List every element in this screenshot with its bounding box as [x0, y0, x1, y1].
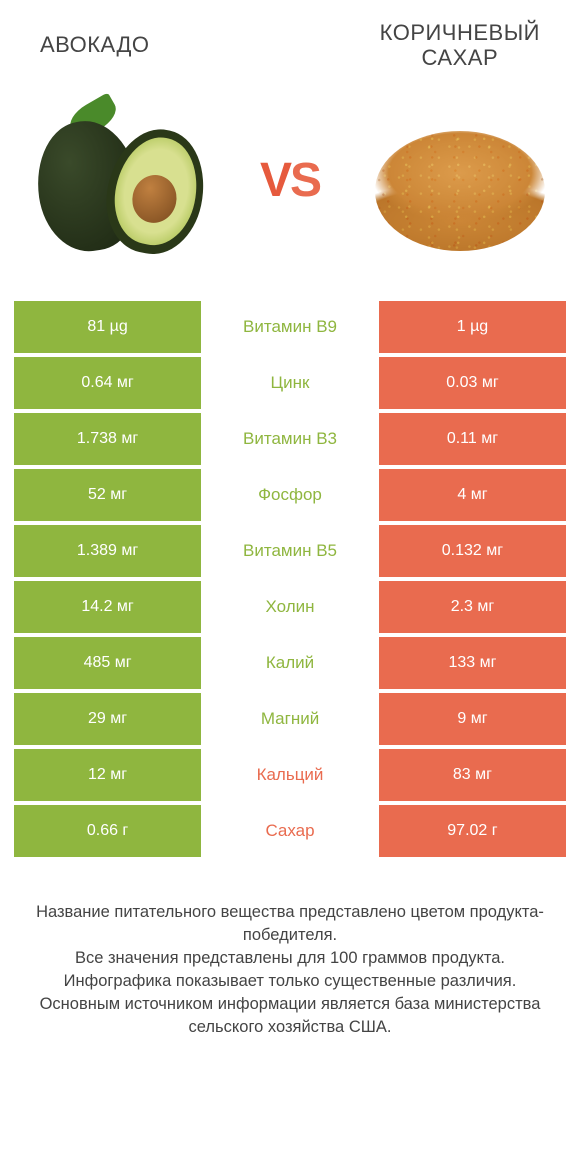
- nutrient-label: Кальций: [201, 749, 379, 801]
- footnote-line: Все значения представлены для 100 граммо…: [28, 947, 552, 970]
- vs-label: VS: [260, 153, 320, 208]
- footnote: Название питательного вещества представл…: [0, 861, 580, 1040]
- nutrient-label: Магний: [201, 693, 379, 745]
- nutrient-label: Холин: [201, 581, 379, 633]
- value-left: 0.64 мг: [14, 357, 201, 409]
- value-left: 1.389 мг: [14, 525, 201, 577]
- brown-sugar-image: [370, 96, 550, 266]
- value-left: 52 мг: [14, 469, 201, 521]
- footnote-line: Название питательного вещества представл…: [28, 901, 552, 947]
- vs-s: S: [290, 154, 320, 207]
- value-left: 485 мг: [14, 637, 201, 689]
- title-right-line2: САХАР: [380, 45, 540, 70]
- table-row: 14.2 мгХолин2.3 мг: [14, 581, 566, 633]
- title-left: АВОКАДО: [40, 32, 149, 58]
- avocado-image: [30, 96, 210, 266]
- nutrient-label: Цинк: [201, 357, 379, 409]
- footnote-line: Основным источником информации является …: [28, 993, 552, 1039]
- table-row: 1.389 мгВитамин B50.132 мг: [14, 525, 566, 577]
- value-right: 0.132 мг: [379, 525, 566, 577]
- nutrient-label: Витамин B3: [201, 413, 379, 465]
- value-left: 29 мг: [14, 693, 201, 745]
- value-right: 133 мг: [379, 637, 566, 689]
- value-right: 0.11 мг: [379, 413, 566, 465]
- images-row: VS: [0, 81, 580, 301]
- value-right: 9 мг: [379, 693, 566, 745]
- title-right: КОРИЧНЕВЫЙ САХАР: [380, 20, 540, 71]
- table-row: 29 мгМагний9 мг: [14, 693, 566, 745]
- table-row: 0.66 гСахар97.02 г: [14, 805, 566, 857]
- value-left: 0.66 г: [14, 805, 201, 857]
- value-left: 12 мг: [14, 749, 201, 801]
- comparison-table: 81 µgВитамин B91 µg0.64 мгЦинк0.03 мг1.7…: [0, 301, 580, 857]
- value-right: 0.03 мг: [379, 357, 566, 409]
- table-row: 1.738 мгВитамин B30.11 мг: [14, 413, 566, 465]
- table-row: 0.64 мгЦинк0.03 мг: [14, 357, 566, 409]
- value-left: 14.2 мг: [14, 581, 201, 633]
- nutrient-label: Фосфор: [201, 469, 379, 521]
- value-right: 83 мг: [379, 749, 566, 801]
- vs-v: V: [260, 154, 290, 207]
- nutrient-label: Витамин B9: [201, 301, 379, 353]
- table-row: 12 мгКальций83 мг: [14, 749, 566, 801]
- nutrient-label: Сахар: [201, 805, 379, 857]
- table-row: 52 мгФосфор4 мг: [14, 469, 566, 521]
- title-right-line1: КОРИЧНЕВЫЙ: [380, 20, 540, 45]
- value-right: 1 µg: [379, 301, 566, 353]
- nutrient-label: Калий: [201, 637, 379, 689]
- table-row: 485 мгКалий133 мг: [14, 637, 566, 689]
- value-right: 97.02 г: [379, 805, 566, 857]
- footnote-line: Инфографика показывает только существенн…: [28, 970, 552, 993]
- nutrient-label: Витамин B5: [201, 525, 379, 577]
- value-right: 4 мг: [379, 469, 566, 521]
- value-left: 81 µg: [14, 301, 201, 353]
- value-right: 2.3 мг: [379, 581, 566, 633]
- value-left: 1.738 мг: [14, 413, 201, 465]
- table-row: 81 µgВитамин B91 µg: [14, 301, 566, 353]
- header: АВОКАДО КОРИЧНЕВЫЙ САХАР: [0, 0, 580, 81]
